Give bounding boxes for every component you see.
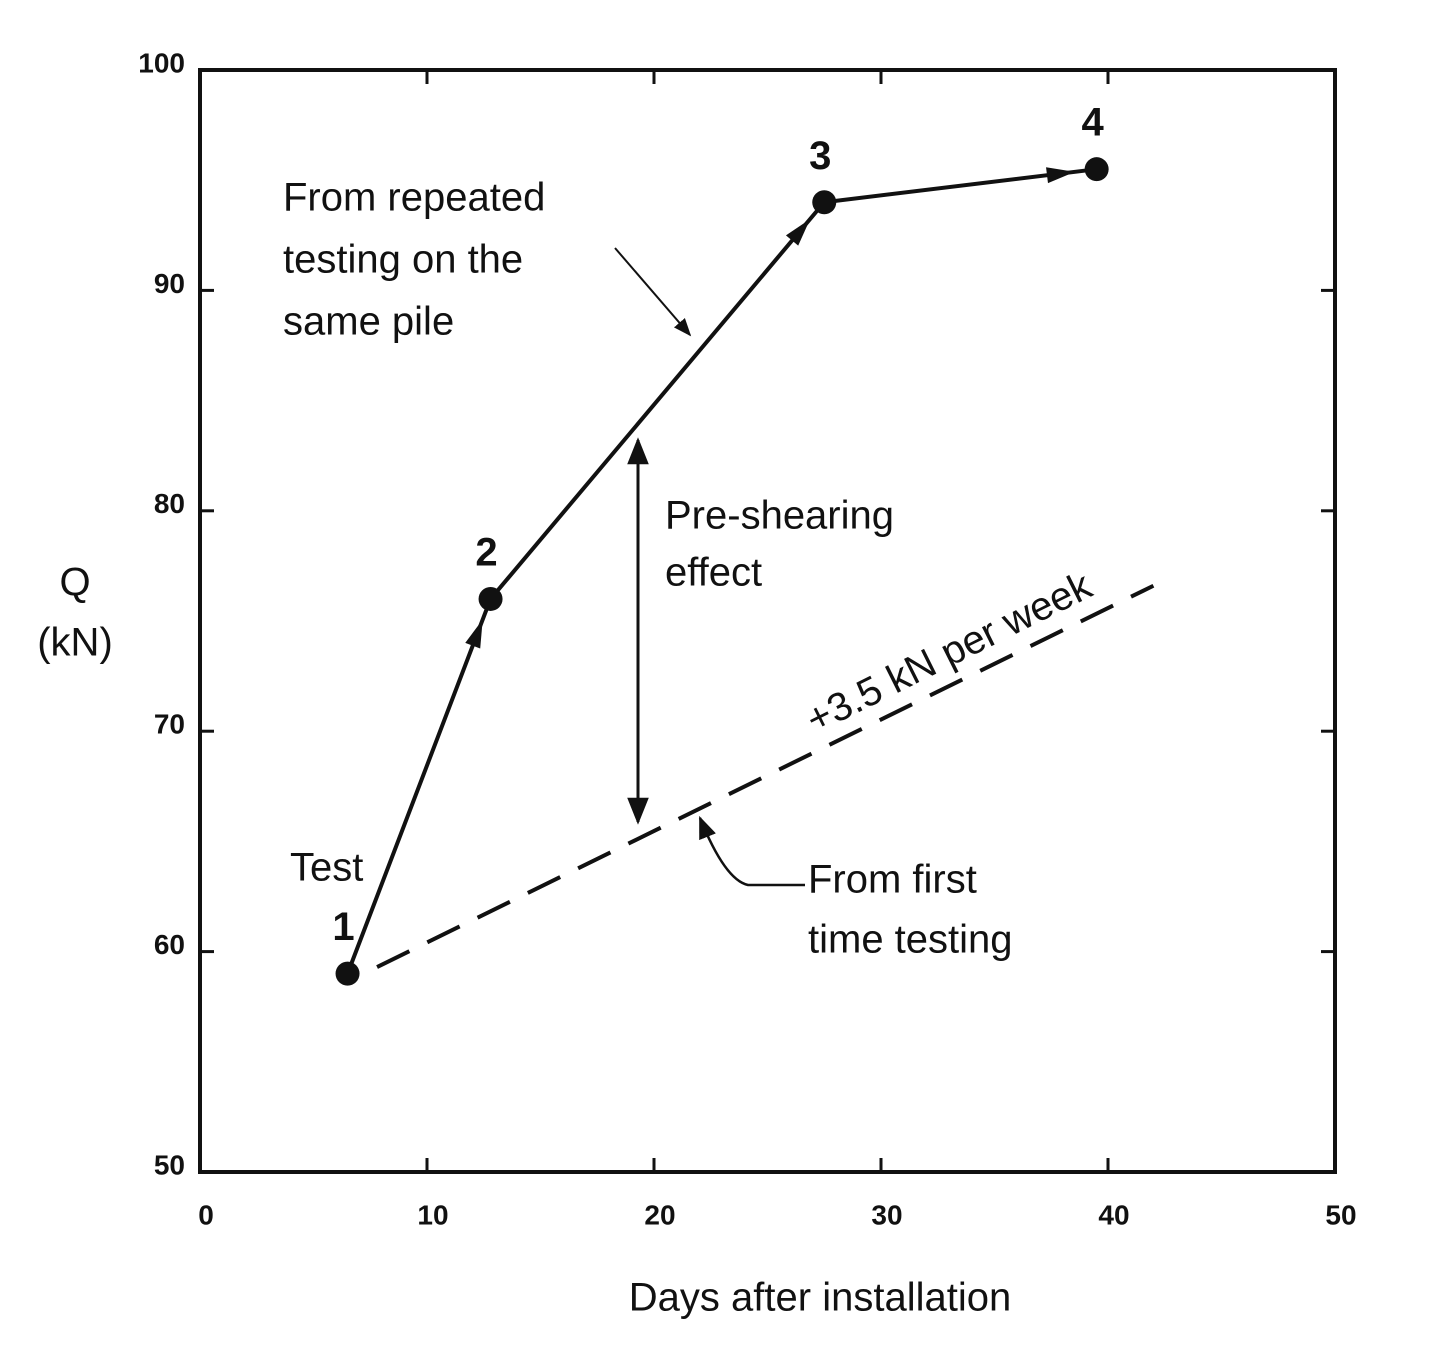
data-point	[478, 586, 503, 611]
annotation: Test	[290, 846, 363, 890]
data-line	[345, 167, 1097, 975]
x-tick-label: 20	[644, 1199, 675, 1230]
y-tick-label: 100	[138, 47, 185, 78]
leader-arrow	[614, 247, 692, 337]
y-tick-label: 80	[154, 488, 185, 519]
point-label: 4	[1082, 101, 1105, 145]
plot-frame	[198, 68, 1337, 1174]
annotation: From first	[808, 858, 977, 902]
annotation: time testing	[808, 918, 1013, 962]
y-tick-label: 90	[154, 268, 185, 299]
x-tick-label: 50	[1325, 1199, 1356, 1230]
point-label: 2	[475, 531, 497, 575]
y-tick-label: 60	[154, 929, 185, 960]
data-point	[812, 190, 837, 215]
y-axis-label: Q	[59, 561, 90, 605]
annotation: Pre-shearing	[665, 494, 894, 538]
x-tick-label: 30	[871, 1199, 902, 1230]
data-point	[1084, 157, 1109, 182]
x-tick-label: 40	[1098, 1199, 1129, 1230]
annotation: From repeated	[283, 176, 545, 220]
point-label: 1	[332, 905, 354, 949]
data-point	[335, 961, 360, 986]
annotation: +3.5 kN per week	[799, 563, 1099, 742]
x-axis-label: Days after installation	[629, 1276, 1011, 1320]
arrowhead	[465, 619, 483, 649]
y-tick-label: 50	[154, 1149, 185, 1180]
y-axis-label: (kN)	[37, 621, 113, 665]
point-label: 3	[809, 134, 831, 178]
data-line	[376, 583, 1155, 969]
y-tick-label: 70	[154, 709, 185, 740]
annotation: same pile	[283, 300, 454, 344]
annotation: testing on the	[283, 238, 523, 282]
annotation: effect	[665, 551, 762, 595]
leader-arrow	[698, 815, 805, 887]
x-tick-label: 10	[417, 1199, 448, 1230]
x-tick-label: 0	[198, 1199, 214, 1230]
arrowhead	[1046, 167, 1075, 184]
arrowhead	[785, 219, 811, 246]
